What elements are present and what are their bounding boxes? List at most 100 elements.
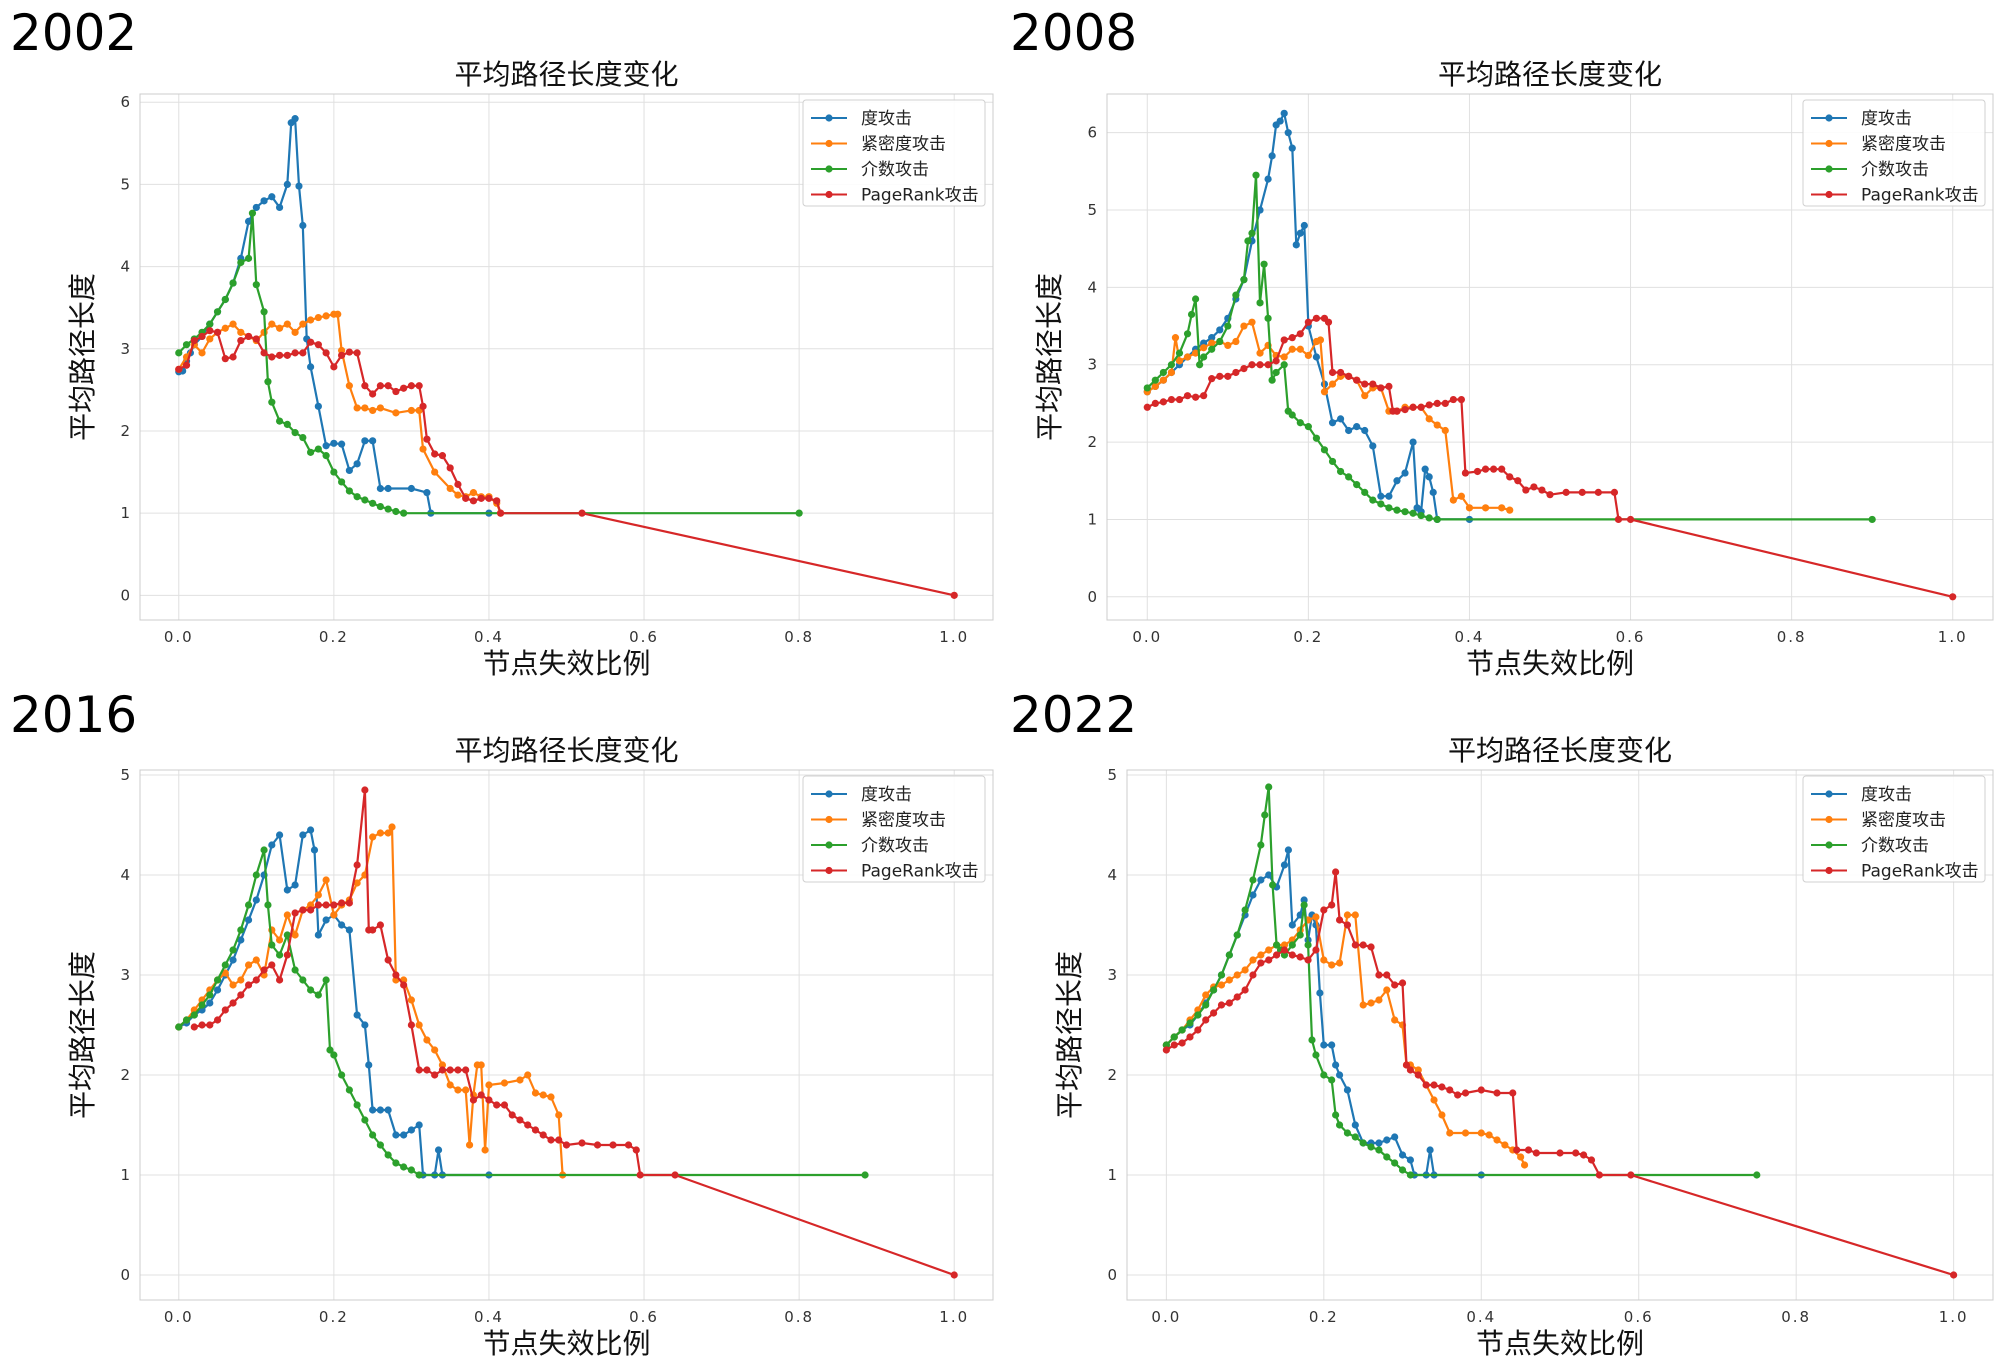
data-point — [299, 976, 307, 984]
data-point — [1304, 423, 1312, 431]
data-point — [299, 433, 307, 442]
data-point — [1332, 1111, 1340, 1119]
data-point — [493, 1101, 501, 1109]
data-point — [384, 1106, 392, 1114]
data-point — [376, 829, 384, 837]
x-tick-label: 1.0 — [1939, 1308, 1969, 1326]
data-point — [307, 338, 315, 346]
x-tick-label: 0.2 — [1293, 628, 1323, 646]
data-point — [1280, 951, 1289, 959]
data-point — [376, 1141, 384, 1149]
data-point — [1183, 353, 1192, 361]
data-point — [1202, 991, 1210, 999]
series-line — [1165, 785, 1757, 1177]
data-point — [314, 402, 322, 410]
data-point — [1438, 1083, 1446, 1091]
data-point — [1367, 999, 1375, 1007]
legend-entry: 介数攻击 — [861, 836, 929, 856]
chart-panel-2022: 0.0 0.2 0.4 0.6 0.8 1.0 0 1 2 3 4 5 平均路径长度变化 节点失效比例 平均… — [1000, 682, 2000, 1364]
data-point — [1296, 931, 1304, 939]
data-point — [384, 956, 392, 964]
data-point — [485, 1081, 493, 1089]
data-point — [182, 1016, 191, 1024]
data-point — [291, 881, 299, 889]
data-point — [244, 901, 253, 909]
data-point — [454, 1066, 462, 1074]
data-point — [1224, 372, 1232, 380]
data-point — [861, 1171, 869, 1179]
data-point — [1216, 337, 1224, 346]
data-point — [237, 336, 245, 345]
data-point — [291, 115, 299, 123]
series — [1143, 314, 1957, 601]
y-tick-label: 1 — [1107, 1166, 1117, 1184]
data-point — [1336, 368, 1345, 377]
data-point — [1257, 841, 1265, 849]
data-point — [206, 335, 214, 343]
data-point — [1335, 1071, 1344, 1079]
data-point — [369, 926, 377, 934]
data-point — [275, 417, 284, 425]
data-point — [190, 1011, 198, 1019]
data-point — [264, 378, 272, 386]
data-point — [291, 931, 299, 939]
series — [175, 327, 958, 599]
data-point — [1170, 1041, 1178, 1049]
data-point — [1385, 504, 1393, 512]
y-tick-label: 1 — [120, 504, 130, 522]
data-point — [291, 429, 299, 437]
data-point — [1383, 986, 1391, 994]
data-point — [1320, 956, 1328, 964]
data-point — [275, 976, 284, 984]
data-point — [322, 312, 330, 320]
data-point — [260, 308, 268, 316]
data-point — [1425, 401, 1433, 409]
y-tick-label: 2 — [1107, 1066, 1117, 1084]
data-point — [310, 846, 319, 854]
data-point — [1391, 1016, 1399, 1024]
data-point — [345, 348, 353, 356]
legend-box — [1802, 99, 1986, 207]
data-point — [1232, 291, 1240, 299]
series — [1162, 868, 1958, 1279]
data-point — [1300, 221, 1308, 230]
data-point — [1414, 1071, 1422, 1079]
data-point — [1367, 1143, 1375, 1151]
data-point — [950, 591, 958, 599]
data-point — [252, 871, 260, 879]
x-tick-label: 0.0 — [1132, 628, 1162, 646]
data-point — [1233, 931, 1241, 939]
data-point — [1288, 411, 1296, 419]
data-point — [1272, 368, 1280, 377]
data-point — [1461, 1089, 1470, 1097]
x-axis-label: 节点失效比例 — [482, 1327, 650, 1360]
x-tick-label: 1.0 — [939, 1308, 969, 1326]
data-point — [1265, 946, 1273, 954]
chart-title: 平均路径长度变化 — [1438, 58, 1662, 91]
series-line — [1165, 913, 1526, 1166]
data-point — [496, 509, 505, 517]
data-point — [1538, 486, 1546, 494]
data-point — [1457, 492, 1465, 500]
data-point — [1336, 467, 1345, 476]
data-point — [353, 404, 361, 412]
data-point — [338, 440, 346, 448]
data-point — [1208, 345, 1216, 353]
x-axis-label: 节点失效比例 — [482, 647, 650, 680]
data-point — [392, 1159, 400, 1167]
x-tick-label: 0.2 — [319, 1308, 349, 1326]
data-point — [221, 1006, 229, 1014]
data-point — [361, 437, 369, 445]
chart-panel-2002: 0.0 0.2 0.4 0.6 0.8 1.0 0 1 2 3 4 5 6 平均路径长度变化 节点失效比例 平… — [0, 0, 1000, 682]
data-point — [1269, 881, 1277, 889]
series — [175, 209, 803, 517]
data-point — [1249, 956, 1257, 964]
data-point — [1288, 334, 1296, 342]
x-tick-label: 0.6 — [629, 1308, 659, 1326]
series — [1143, 171, 1876, 524]
data-point — [795, 509, 803, 517]
data-point — [1409, 403, 1417, 411]
y-tick-label: 0 — [120, 1266, 130, 1284]
data-point — [369, 1106, 377, 1114]
data-point — [1208, 375, 1216, 383]
